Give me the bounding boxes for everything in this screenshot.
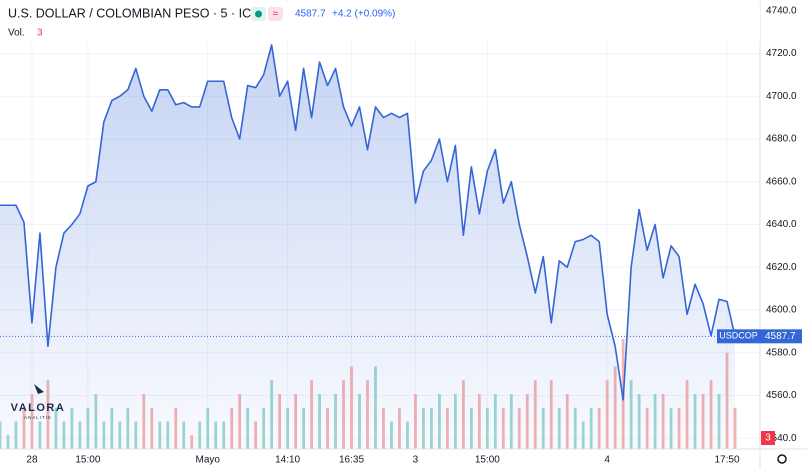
price-line	[0, 44, 736, 401]
y-tick-label: 4640.0	[766, 219, 797, 230]
price: 4587.7	[295, 9, 326, 20]
x-tick-label: 3	[413, 455, 419, 466]
logo-name: VALORA	[11, 402, 66, 414]
badge-icon: ≈	[273, 9, 279, 20]
legend-bg	[0, 2, 760, 42]
area-fill	[0, 44, 735, 450]
x-tick-label: Mayo	[195, 455, 220, 466]
badge	[268, 7, 283, 21]
settings-icon[interactable]	[777, 454, 787, 464]
y-tick-label: 4700.0	[766, 91, 797, 102]
logo: VALORA ANALITIK	[11, 384, 66, 420]
x-tick-label: 28	[26, 455, 38, 466]
x-tick-label: 15:00	[475, 455, 500, 466]
x-tick-label: 4	[604, 455, 610, 466]
price-axis-label: 4587.7	[765, 331, 796, 342]
x-tick-label: 17:50	[714, 455, 739, 466]
x-tick-label: 16:35	[339, 455, 364, 466]
volume-axis-label: 3	[765, 433, 771, 444]
y-tick-label: 4680.0	[766, 134, 797, 145]
y-tick-label: 4540.0	[766, 433, 797, 444]
x-tick-label: 15:00	[75, 455, 100, 466]
y-tick-label: 4740.0	[766, 5, 797, 16]
price-box	[760, 329, 802, 344]
volume-label: Vol.	[8, 28, 25, 39]
status-dot	[255, 10, 262, 18]
chart-title: U.S. DOLLAR / COLOMBIAN PESO · 5 · ICE	[8, 6, 259, 20]
symbol-label: USDCOP	[719, 331, 758, 341]
volume-box	[761, 431, 775, 445]
y-tick-label: 4660.0	[766, 176, 797, 187]
logo-mark	[34, 384, 44, 394]
y-tick-label: 4560.0	[766, 390, 797, 401]
gear[interactable]	[777, 454, 787, 464]
y-tick-label: 4600.0	[766, 305, 797, 316]
x-tick-label: 14:10	[275, 455, 300, 466]
symbol-box	[717, 329, 760, 344]
price	[0, 44, 736, 450]
price-change: +4.2 (+0.09%)	[332, 9, 395, 20]
volume-value: 3	[37, 28, 43, 39]
y-tick-label: 4580.0	[766, 347, 797, 358]
logo-sub: ANALITIK	[24, 415, 52, 420]
y-tick-label: 4620.0	[766, 262, 797, 273]
y-tick-label: 4720.0	[766, 48, 797, 59]
